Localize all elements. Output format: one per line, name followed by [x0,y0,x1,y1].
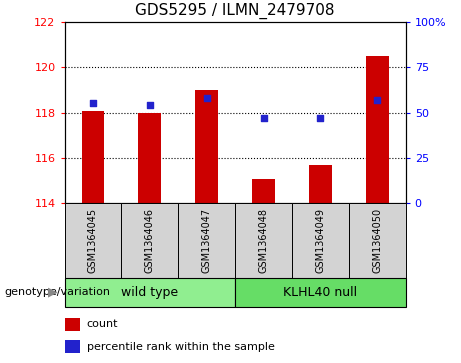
Text: ▶: ▶ [48,286,58,299]
Text: GSM1364050: GSM1364050 [372,208,382,273]
Text: count: count [87,319,118,330]
Bar [138,113,161,203]
Bar [121,203,178,278]
Point [146,102,154,108]
Text: GSM1364047: GSM1364047 [201,208,212,273]
Text: GSM1364045: GSM1364045 [88,208,98,273]
Text: genotype/variation: genotype/variation [5,287,111,297]
Text: wild type: wild type [121,286,178,299]
Text: GSM1364046: GSM1364046 [145,208,155,273]
Bar [309,165,332,203]
Bar [65,278,235,307]
Bar [235,278,406,307]
Bar [65,340,80,353]
Text: GSM1364048: GSM1364048 [259,208,269,273]
Bar [195,90,218,203]
Bar [292,203,349,278]
Point [373,97,381,103]
Point [203,95,210,101]
Text: percentile rank within the sample: percentile rank within the sample [87,342,275,352]
Point [89,101,97,106]
Bar [178,203,235,278]
Text: GSM1364049: GSM1364049 [315,208,325,273]
Bar [366,56,389,203]
Bar [82,111,104,203]
Bar [252,179,275,203]
Point [260,115,267,121]
Bar [235,203,292,278]
Bar [65,203,121,278]
Text: KLHL40 null: KLHL40 null [284,286,357,299]
Title: GDS5295 / ILMN_2479708: GDS5295 / ILMN_2479708 [136,3,335,19]
Bar [65,318,80,331]
Point [317,115,324,121]
Bar [349,203,406,278]
